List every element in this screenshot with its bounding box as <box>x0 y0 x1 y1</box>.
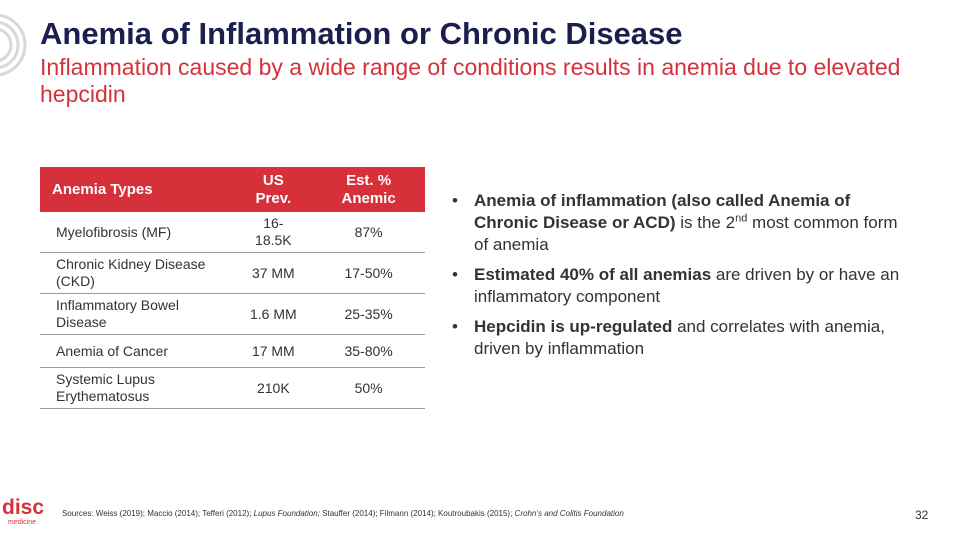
table-row: Inflammatory Bowel Disease 1.6 MM 25-35% <box>40 293 425 335</box>
cell-type: Anemia of Cancer <box>40 334 235 368</box>
bullet-text: and correlates with anemia, driven by in… <box>474 317 885 358</box>
cell-type: Myelofibrosis (MF) <box>40 212 235 253</box>
logo-word: disc <box>2 496 45 519</box>
header-anemia-types: Anemia Types <box>40 167 235 212</box>
bullet-superscript: nd <box>735 212 748 225</box>
cell-percent: 17-50% <box>312 252 425 294</box>
disc-medicine-logo: disc medicine <box>2 497 50 533</box>
list-item: • Estimated 40% of all anemias are drive… <box>452 264 912 308</box>
key-points-list: • Anemia of inflammation (also called An… <box>452 190 912 368</box>
sources-text: Stauffer (2014); Filmann (2014); Koutrou… <box>319 509 515 518</box>
cell-prevalence: 1.6 MM <box>234 293 313 335</box>
sources-footnote: Sources: Weiss (2019); Maccio (2014); Te… <box>62 509 624 518</box>
sources-italic: Lupus Foundation; <box>253 509 320 518</box>
table-row: Myelofibrosis (MF) 16-18.5K 87% <box>40 212 425 253</box>
sources-italic: Crohn’s and Colitis Foundation <box>514 509 624 518</box>
logo-subtext: medicine <box>8 519 37 526</box>
table-header-row: Anemia Types US Prev. Est. % Anemic <box>40 167 425 212</box>
bullet-text: most common form of anemia <box>474 213 898 254</box>
cell-prevalence: 37 MM <box>234 252 313 294</box>
page-title: Anemia of Inflammation or Chronic Diseas… <box>40 16 683 51</box>
page-subtitle: Inflammation caused by a wide range of c… <box>40 54 901 107</box>
cell-type: Chronic Kidney Disease (CKD) <box>40 252 235 294</box>
table-row: Anemia of Cancer 17 MM 35-80% <box>40 334 425 368</box>
table-row: Systemic Lupus Erythematosus 210K 50% <box>40 367 425 409</box>
header-us-prev: US Prev. <box>234 167 313 212</box>
bullet-bold-text: Hepcidin is up-regulated <box>474 317 673 336</box>
cell-type: Systemic Lupus Erythematosus <box>40 367 235 409</box>
cell-prevalence: 210K <box>234 367 313 409</box>
bullet-dot-icon: • <box>452 191 458 210</box>
cell-type: Inflammatory Bowel Disease <box>40 293 235 335</box>
table-row: Chronic Kidney Disease (CKD) 37 MM 17-50… <box>40 252 425 294</box>
cell-percent: 35-80% <box>312 334 425 368</box>
sources-text: Sources: Weiss (2019); Maccio (2014); Te… <box>62 509 254 518</box>
bullet-text: are driven by or have an inflammatory co… <box>474 265 900 306</box>
cell-prevalence: 17 MM <box>234 334 313 368</box>
cell-percent: 87% <box>312 212 425 253</box>
list-item: • Hepcidin is up-regulated and correlate… <box>452 316 912 360</box>
page-number: 32 <box>915 508 929 522</box>
cell-percent: 50% <box>312 367 425 409</box>
bullet-dot-icon: • <box>452 265 458 284</box>
anemia-table: Anemia Types US Prev. Est. % Anemic Myel… <box>40 167 425 409</box>
decorative-arcs-icon <box>0 13 27 77</box>
bullet-bold-text: Estimated 40% of all anemias <box>474 265 712 284</box>
cell-percent: 25-35% <box>312 293 425 335</box>
bullet-text: is the 2 <box>675 213 736 232</box>
cell-prevalence: 16-18.5K <box>234 212 313 253</box>
bullet-bold-text: Anemia of inflammation (also called Anem… <box>474 191 851 232</box>
header-est-anemic: Est. % Anemic <box>312 167 425 212</box>
list-item: • Anemia of inflammation (also called An… <box>452 190 912 256</box>
bullet-dot-icon: • <box>452 317 458 336</box>
